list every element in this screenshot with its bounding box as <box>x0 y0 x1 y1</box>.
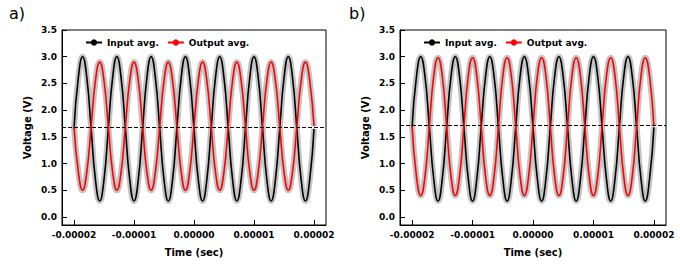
svg-text:-0.00002: -0.00002 <box>52 230 97 240</box>
svg-text:2.0: 2.0 <box>41 105 57 115</box>
svg-text:1.0: 1.0 <box>379 159 395 169</box>
svg-text:0.00002: 0.00002 <box>294 230 335 240</box>
svg-text:Time (sec): Time (sec) <box>504 247 563 258</box>
svg-text:Voltage (V): Voltage (V) <box>360 96 371 159</box>
svg-text:-0.00002: -0.00002 <box>390 230 435 240</box>
svg-text:0.0: 0.0 <box>41 212 57 222</box>
svg-text:1.5: 1.5 <box>41 132 57 142</box>
svg-text:3.5: 3.5 <box>379 25 395 35</box>
svg-text:2.5: 2.5 <box>379 78 395 88</box>
svg-text:Input avg.: Input avg. <box>445 38 497 48</box>
svg-text:Time (sec): Time (sec) <box>165 247 224 258</box>
svg-text:1.0: 1.0 <box>41 159 57 169</box>
svg-text:2.0: 2.0 <box>379 105 395 115</box>
svg-text:3.0: 3.0 <box>41 52 57 62</box>
svg-text:0.5: 0.5 <box>379 185 395 195</box>
svg-text:0.00000: 0.00000 <box>513 230 554 240</box>
svg-text:b): b) <box>349 4 365 23</box>
svg-text:0.00000: 0.00000 <box>174 230 215 240</box>
svg-text:-0.00001: -0.00001 <box>450 230 495 240</box>
svg-text:0.00001: 0.00001 <box>234 230 275 240</box>
svg-text:0.0: 0.0 <box>379 212 395 222</box>
svg-text:Output avg.: Output avg. <box>189 38 249 48</box>
svg-text:1.5: 1.5 <box>379 132 395 142</box>
svg-text:Voltage (V): Voltage (V) <box>22 96 33 159</box>
svg-text:0.5: 0.5 <box>41 185 57 195</box>
svg-text:2.5: 2.5 <box>41 78 57 88</box>
svg-text:Input avg.: Input avg. <box>107 38 159 48</box>
svg-text:-0.00001: -0.00001 <box>112 230 157 240</box>
svg-text:0.00002: 0.00002 <box>633 230 674 240</box>
svg-text:0.00001: 0.00001 <box>573 230 614 240</box>
svg-text:Output avg.: Output avg. <box>527 38 587 48</box>
svg-text:a): a) <box>9 4 25 23</box>
svg-text:3.0: 3.0 <box>379 52 395 62</box>
svg-text:3.5: 3.5 <box>41 25 57 35</box>
